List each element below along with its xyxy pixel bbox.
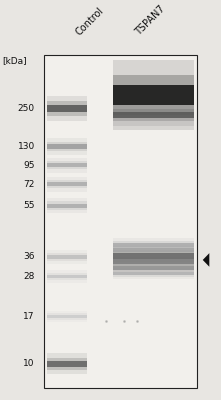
- FancyBboxPatch shape: [47, 270, 88, 283]
- FancyBboxPatch shape: [113, 266, 194, 270]
- FancyBboxPatch shape: [47, 144, 88, 149]
- Text: 10: 10: [23, 359, 35, 368]
- FancyBboxPatch shape: [113, 238, 194, 252]
- FancyBboxPatch shape: [47, 142, 88, 151]
- FancyBboxPatch shape: [47, 313, 88, 320]
- Polygon shape: [203, 253, 209, 267]
- FancyBboxPatch shape: [47, 250, 88, 264]
- FancyBboxPatch shape: [113, 248, 194, 252]
- FancyBboxPatch shape: [47, 180, 88, 188]
- FancyBboxPatch shape: [47, 253, 88, 261]
- FancyBboxPatch shape: [47, 138, 88, 155]
- FancyBboxPatch shape: [113, 243, 194, 247]
- FancyBboxPatch shape: [113, 60, 194, 130]
- FancyBboxPatch shape: [47, 96, 88, 122]
- FancyBboxPatch shape: [113, 109, 194, 121]
- FancyBboxPatch shape: [113, 85, 194, 105]
- FancyBboxPatch shape: [47, 176, 88, 192]
- Text: 36: 36: [23, 252, 35, 261]
- Text: 17: 17: [23, 312, 35, 321]
- FancyBboxPatch shape: [113, 257, 194, 266]
- Text: Control: Control: [74, 5, 106, 37]
- Text: 250: 250: [18, 104, 35, 113]
- FancyBboxPatch shape: [113, 112, 194, 118]
- FancyBboxPatch shape: [113, 261, 194, 274]
- FancyBboxPatch shape: [113, 243, 194, 257]
- Text: [kDa]: [kDa]: [2, 57, 27, 66]
- FancyBboxPatch shape: [47, 311, 88, 322]
- Text: 72: 72: [23, 180, 35, 189]
- FancyBboxPatch shape: [47, 163, 88, 167]
- FancyBboxPatch shape: [47, 198, 88, 213]
- FancyBboxPatch shape: [44, 56, 197, 388]
- FancyBboxPatch shape: [47, 273, 88, 280]
- FancyBboxPatch shape: [113, 254, 194, 270]
- FancyBboxPatch shape: [113, 259, 194, 264]
- FancyBboxPatch shape: [47, 202, 88, 210]
- FancyBboxPatch shape: [47, 255, 88, 259]
- FancyBboxPatch shape: [113, 75, 194, 115]
- FancyBboxPatch shape: [47, 158, 88, 173]
- FancyBboxPatch shape: [113, 264, 194, 272]
- FancyBboxPatch shape: [47, 204, 88, 208]
- Text: 55: 55: [23, 201, 35, 210]
- FancyBboxPatch shape: [113, 268, 194, 279]
- FancyBboxPatch shape: [47, 361, 88, 367]
- FancyBboxPatch shape: [47, 161, 88, 170]
- FancyBboxPatch shape: [113, 246, 194, 254]
- FancyBboxPatch shape: [113, 253, 194, 259]
- Text: 95: 95: [23, 161, 35, 170]
- Text: TSPAN7: TSPAN7: [133, 4, 167, 37]
- FancyBboxPatch shape: [47, 101, 88, 116]
- FancyBboxPatch shape: [47, 182, 88, 186]
- FancyBboxPatch shape: [113, 105, 194, 126]
- FancyBboxPatch shape: [113, 241, 194, 249]
- FancyBboxPatch shape: [113, 270, 194, 277]
- Text: 130: 130: [17, 142, 35, 151]
- Text: 28: 28: [23, 272, 35, 281]
- FancyBboxPatch shape: [113, 272, 194, 275]
- FancyBboxPatch shape: [47, 353, 88, 374]
- FancyBboxPatch shape: [47, 358, 88, 370]
- FancyBboxPatch shape: [47, 315, 88, 318]
- FancyBboxPatch shape: [47, 275, 88, 278]
- FancyBboxPatch shape: [113, 245, 194, 266]
- FancyBboxPatch shape: [113, 250, 194, 262]
- FancyBboxPatch shape: [47, 105, 88, 112]
